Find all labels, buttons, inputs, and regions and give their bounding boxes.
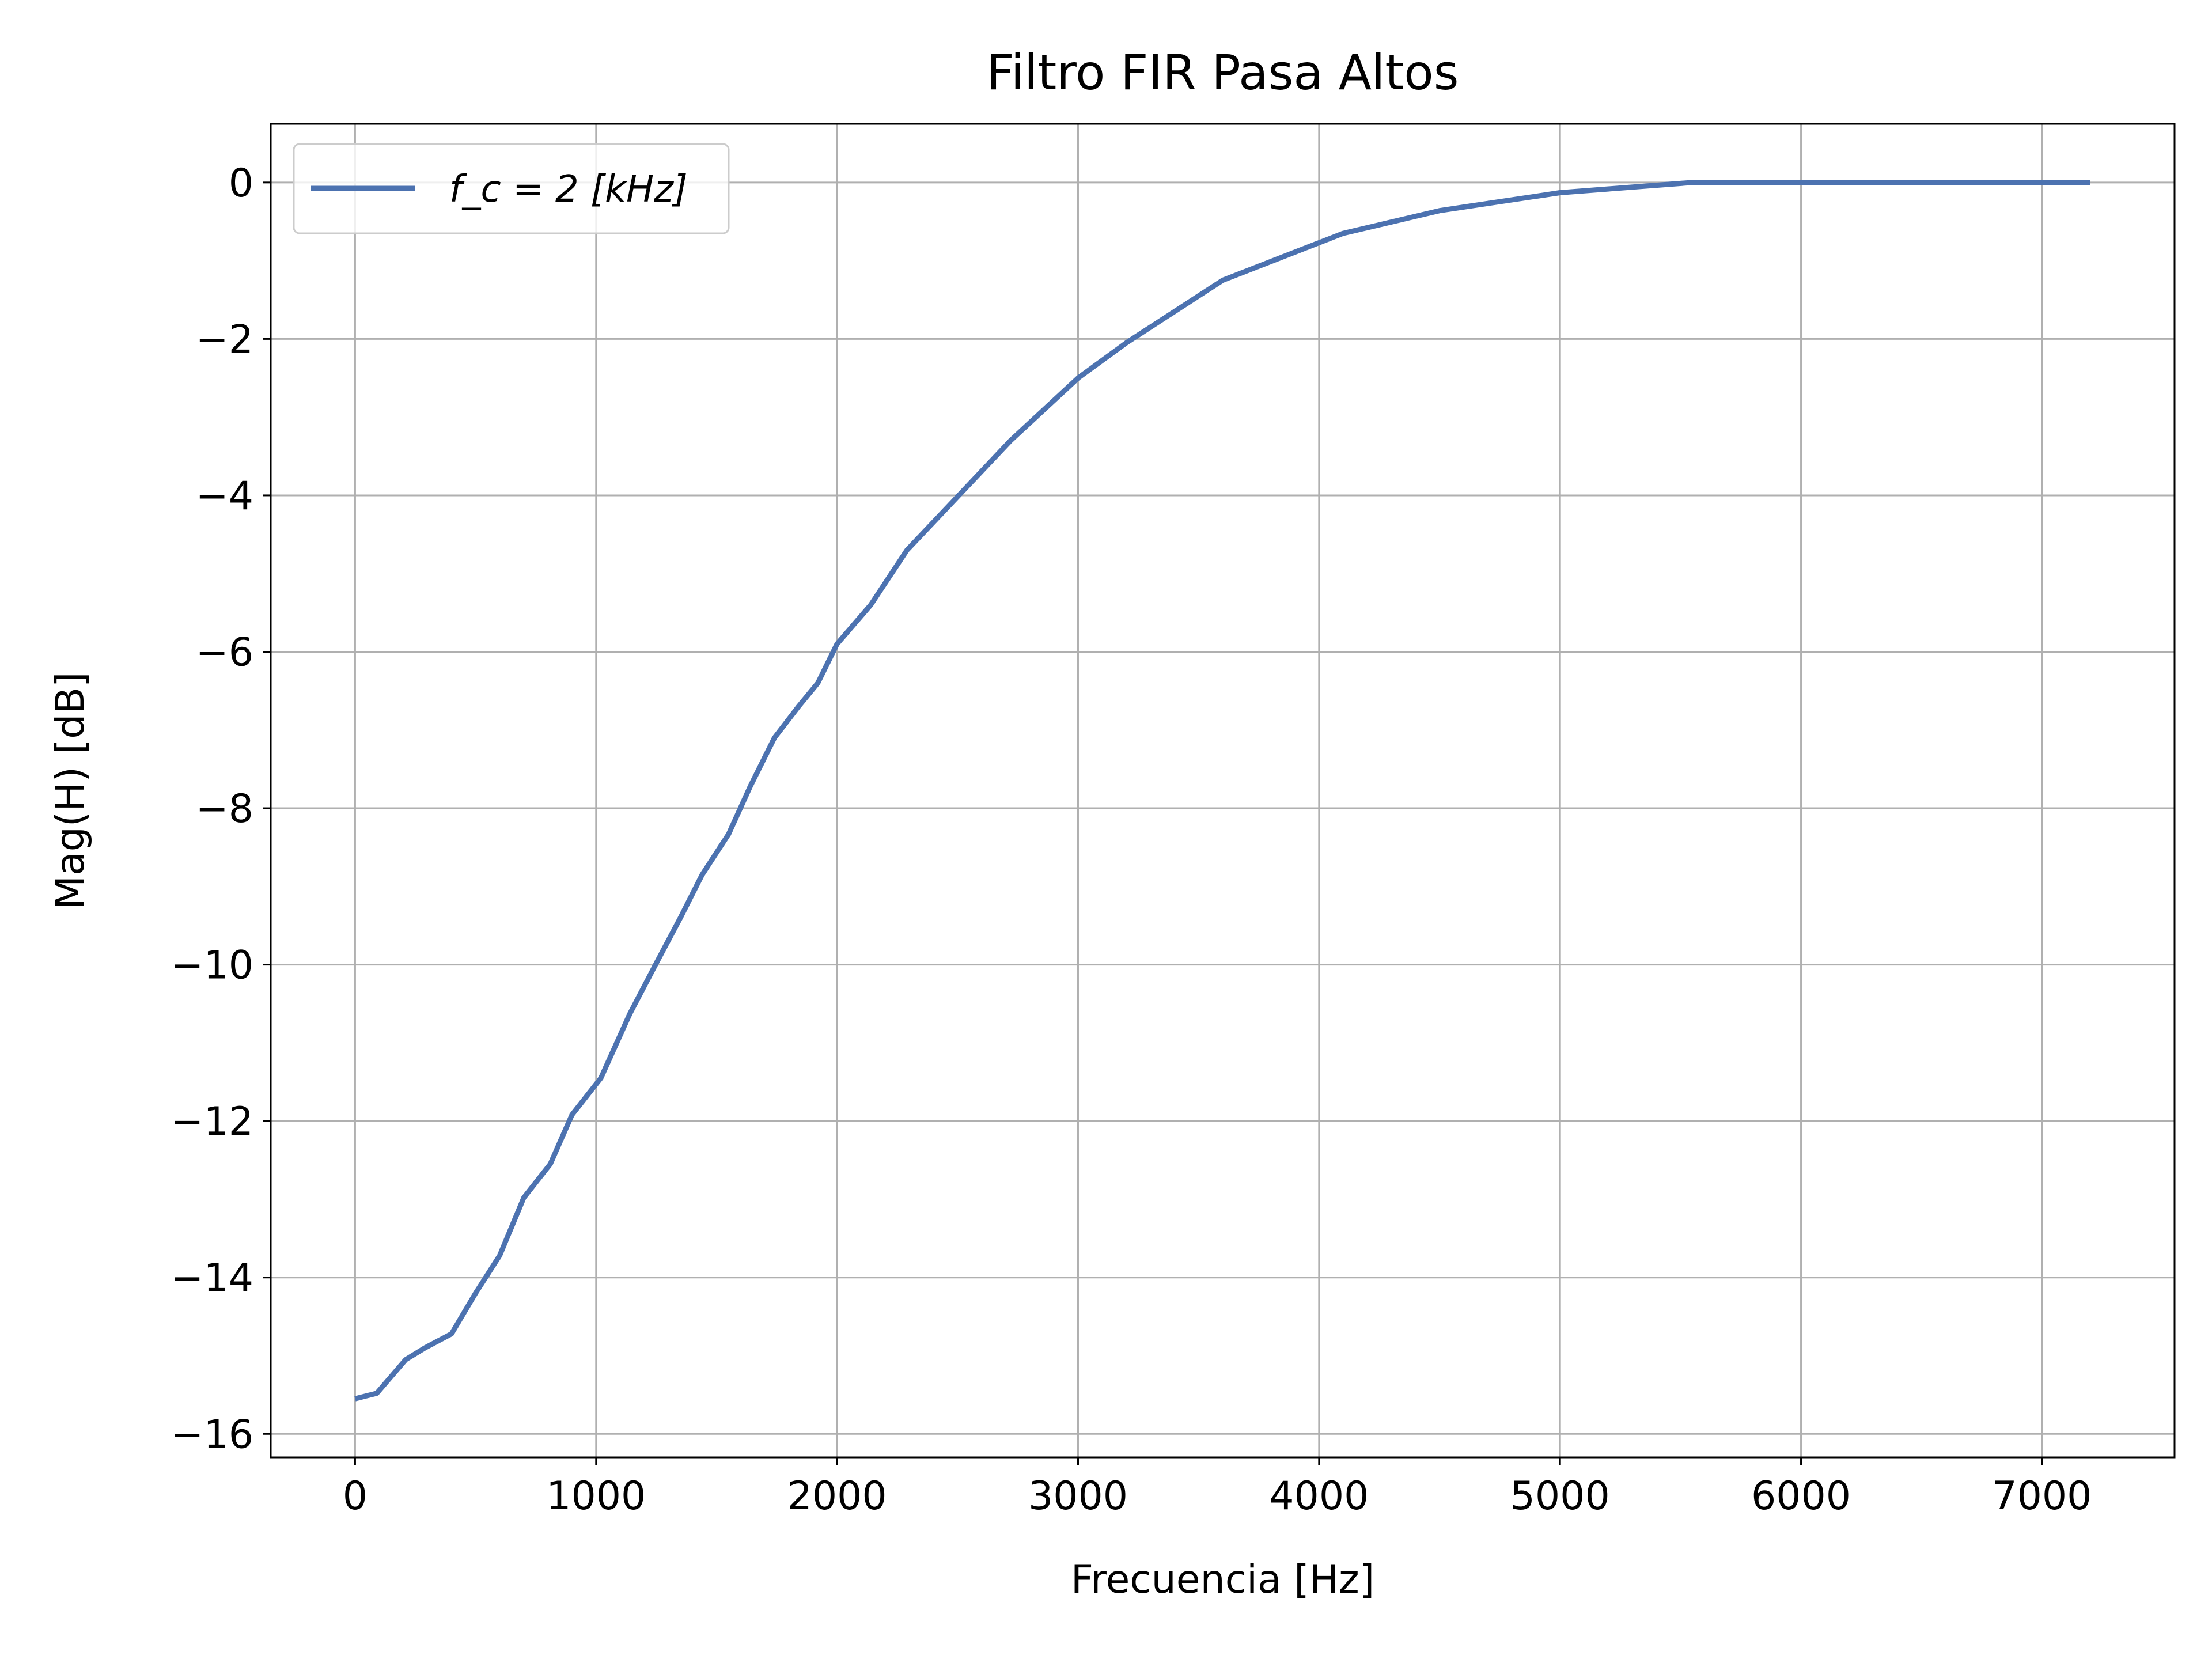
x-tick-label: 7000 [1992,1474,2092,1519]
y-tick-label: −8 [196,786,253,832]
y-axis-label: Mag(H) [dB] [48,672,93,909]
legend-box [293,143,730,234]
ticks: 0 1000 2000 3000 4000 5000 6000 7000 0 −2 −4 −6 −8 −1… [171,161,2092,1519]
x-tick-label: 2000 [787,1474,887,1519]
y-tick-label: −16 [171,1412,253,1457]
chart-title: Filtro FIR Pasa Altos [987,44,1459,101]
x-tick-label: 1000 [546,1474,646,1519]
x-tick-label: 4000 [1269,1474,1369,1519]
y-tick-label: −10 [171,943,253,988]
legend: f_c = 2 [kHz] [293,143,730,234]
grid [271,124,2175,1457]
y-tick-label: 0 [229,161,253,206]
plot-frame [270,123,2176,1459]
y-tick-label: −4 [196,474,253,519]
y-tick-label: −2 [196,317,253,362]
y-tick-label: −6 [196,630,253,675]
x-tick-label: 5000 [1510,1474,1610,1519]
x-tick-label: 0 [343,1474,368,1519]
y-tick-label: −12 [171,1099,253,1145]
x-tick-label: 3000 [1028,1474,1128,1519]
series-layer [354,180,2090,1402]
legend-label: f_c = 2 [kHz] [449,168,688,211]
x-tick-label: 6000 [1751,1474,1851,1519]
x-axis-label: Frecuencia [Hz] [1071,1557,1374,1603]
series-line [354,180,2090,1402]
y-tick-label: −14 [171,1256,253,1301]
